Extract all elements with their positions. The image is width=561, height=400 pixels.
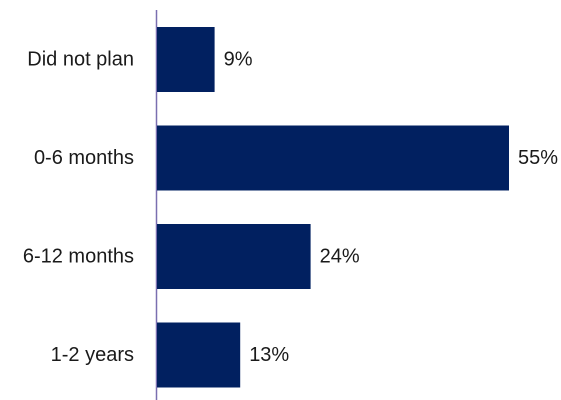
bar-0 [157,27,215,92]
bar-2 [157,224,311,289]
value-labels-group: 9% 55% 24% 13% [224,49,559,367]
bar-1 [157,125,509,191]
value-label-3: 13% [249,344,289,366]
value-label-2: 24% [320,246,360,268]
value-label-0: 9% [224,49,253,71]
bars-group [157,27,509,388]
category-label-1: 0-6 months [34,147,134,169]
category-labels-group: Did not plan 0-6 months 6-12 months 1-2 yea… [23,49,134,367]
value-label-1: 55% [518,147,558,169]
bar-3 [157,322,241,388]
category-label-3: 1-2 years [51,344,134,366]
category-label-0: Did not plan [27,49,134,71]
category-label-2: 6-12 months [23,246,134,268]
